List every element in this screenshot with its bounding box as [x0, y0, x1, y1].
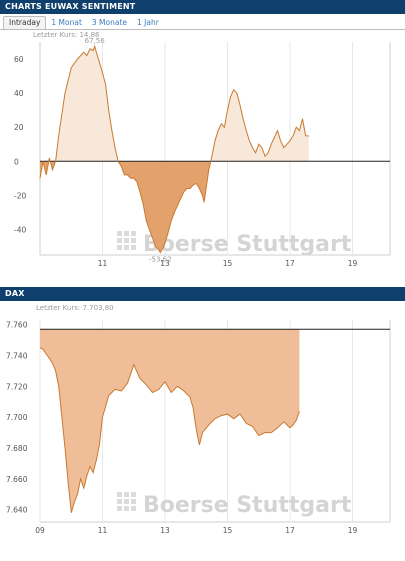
watermark-logo-square [117, 492, 122, 497]
dax-panel-header: DAX [0, 287, 405, 301]
watermark-logo-square [131, 499, 136, 504]
y-tick-label: 7.680 [6, 444, 28, 453]
y-tick-label: 7.760 [6, 321, 28, 330]
x-tick-label: 19 [348, 526, 358, 535]
watermark-logo-square [124, 506, 129, 511]
watermark-logo-square [124, 492, 129, 497]
watermark-text: Boerse Stuttgart [143, 493, 352, 518]
timeframe-tabs: Intraday 1 Monat 3 Monate 1 Jahr [3, 16, 164, 29]
watermark-logo-square [131, 245, 136, 250]
watermark-logo-square [117, 506, 122, 511]
dax-price-area [40, 329, 300, 513]
series-line [39, 44, 309, 254]
x-tick-label: 19 [348, 259, 358, 268]
tab-1-jahr[interactable]: 1 Jahr [137, 18, 159, 27]
watermark-logo-square [117, 231, 122, 236]
x-tick-label: 15 [223, 526, 233, 535]
watermark-logo-square [131, 506, 136, 511]
watermark-logo-square [124, 499, 129, 504]
last-price-label: Letzter Kurs: 14,86 [33, 31, 100, 39]
watermark-logo-square [131, 238, 136, 243]
negative-sentiment-area [40, 161, 309, 253]
sentiment-panel-title: CHARTS EUWAX SENTIMENT [5, 2, 136, 11]
boerse-stuttgart-watermark: Boerse Stuttgart [117, 492, 352, 518]
watermark-logo-square [117, 245, 122, 250]
x-tick-label: 17 [285, 259, 295, 268]
watermark-logo-square [117, 499, 122, 504]
y-tick-label: 7.720 [6, 382, 28, 391]
watermark-logo-square [124, 231, 129, 236]
x-tick-label: 15 [223, 259, 233, 268]
positive-sentiment-area [48, 46, 309, 162]
tab-divider [0, 29, 405, 30]
x-tick-label: 13 [160, 259, 170, 268]
y-tick-label: 40 [14, 89, 24, 98]
y-tick-label: 20 [14, 123, 24, 132]
y-tick-label: 7.660 [6, 475, 28, 484]
tab-intraday[interactable]: Intraday [3, 16, 47, 29]
x-tick-label: 11 [98, 259, 108, 268]
sentiment-chart: Boerse Stuttgart 60 40 20 0 -20 -40 11 13 15 17 19 L… [14, 31, 391, 268]
watermark-logo-square [131, 231, 136, 236]
watermark-logo-square [117, 238, 122, 243]
y-tick-label: 0 [14, 157, 19, 166]
dax-panel-title: DAX [5, 289, 25, 298]
y-tick-label: -40 [14, 225, 26, 234]
watermark-logo-square [124, 245, 129, 250]
watermark-logo-square [131, 492, 136, 497]
tab-3-monate[interactable]: 3 Monate [91, 18, 128, 27]
x-tick-label: 11 [98, 526, 108, 535]
x-tick-label: 09 [35, 526, 45, 535]
extreme-value-label: -53,62 [149, 256, 172, 264]
y-tick-label: 7.640 [6, 506, 28, 515]
sentiment-panel-header: CHARTS EUWAX SENTIMENT [0, 0, 405, 14]
y-tick-label: 60 [14, 55, 24, 64]
tab-1-monat[interactable]: 1 Monat [51, 18, 82, 27]
watermark-logo-square [124, 238, 129, 243]
y-tick-label: 7.700 [6, 413, 28, 422]
y-tick-label: 7.740 [6, 351, 28, 360]
boerse-stuttgart-watermark: Boerse Stuttgart [117, 231, 352, 257]
last-price-label: Letzter Kurs: 7.703,80 [36, 304, 114, 312]
watermark-text: Boerse Stuttgart [143, 232, 352, 257]
x-tick-label: 17 [285, 526, 295, 535]
dax-chart: Boerse Stuttgart 7.760 7.740 7.720 7.700 7.68… [6, 304, 391, 535]
x-tick-label: 13 [160, 526, 170, 535]
extreme-value-label: 67,56 [85, 37, 106, 45]
y-tick-label: -20 [14, 191, 26, 200]
series-line [39, 347, 300, 513]
